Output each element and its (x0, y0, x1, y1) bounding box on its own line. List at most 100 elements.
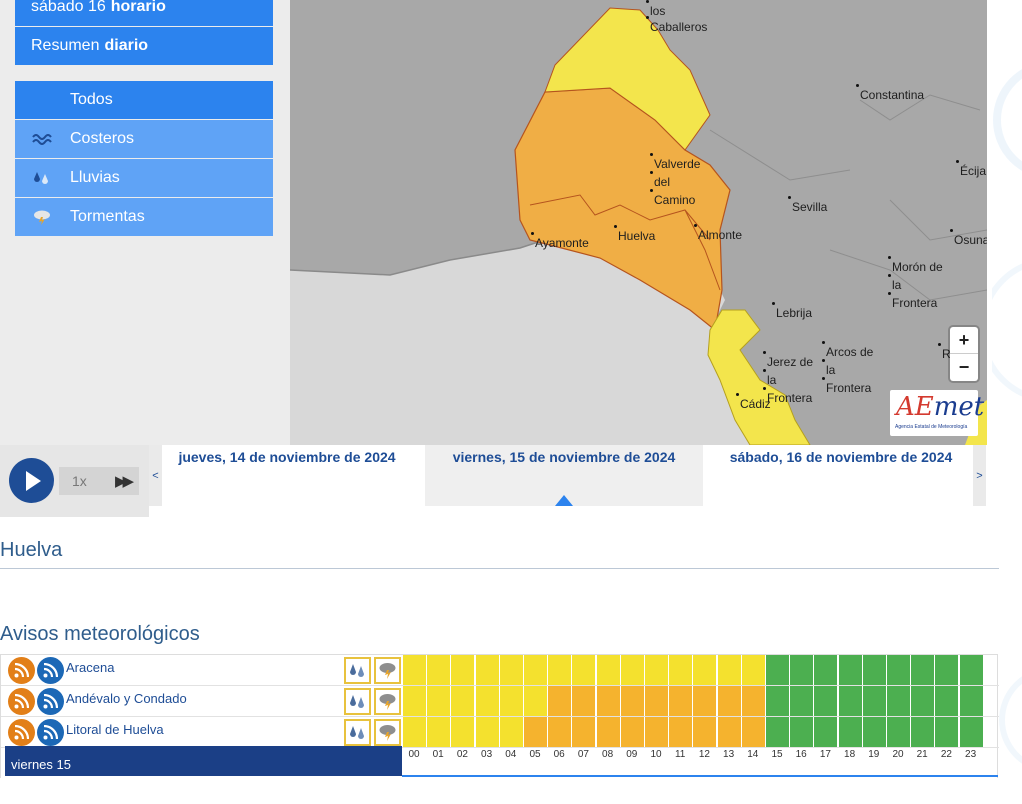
city-label: Caballeros (645, 16, 708, 34)
daily-summary-button[interactable]: Resumen diario (15, 27, 273, 65)
hour-level-cell (403, 717, 426, 747)
rss-feed-icon[interactable] (8, 719, 35, 746)
hour-level-cell (741, 717, 765, 747)
city-label: Lebrija (771, 302, 813, 320)
hour-label: 13 (723, 749, 735, 760)
hourly-view-button[interactable]: sábado 16 horario (15, 0, 273, 26)
hour-level-cell (814, 717, 838, 747)
warnings-map[interactable]: los Caballeros Constantina Écija Valverd… (290, 0, 987, 445)
hour-label: 21 (916, 749, 928, 760)
table-row: Andévalo y Condado (1, 686, 999, 717)
day-tab-thursday[interactable]: jueves, 14 de noviembre de 2024 (178, 449, 396, 465)
hour-label: 17 (819, 749, 831, 760)
warnings-table: Aracena Andévalo y Condado Litoral de Hu… (0, 654, 999, 778)
hour-level-cell (959, 686, 983, 716)
area-title: Huelva (0, 539, 63, 561)
rss-feed-icon[interactable] (8, 688, 35, 715)
hour-level-cell (693, 717, 717, 747)
hour-level-cell (741, 655, 765, 685)
city-label: Frontera (887, 292, 938, 310)
hour-label: 20 (892, 749, 904, 760)
filter-coastal-label: Costeros (70, 130, 135, 147)
hour-level-cell (475, 686, 499, 716)
hour-level-cell (935, 717, 959, 747)
rss-subscribe-icon[interactable] (37, 688, 64, 715)
hourly-levels (403, 655, 985, 686)
city-label: del (649, 171, 671, 189)
hour-level-cell (596, 686, 620, 716)
zone-link[interactable]: Aracena (66, 660, 115, 675)
timeline-prev-arrow[interactable]: < (149, 445, 162, 506)
storm-warning-icon (374, 719, 401, 746)
hour-label: 01 (432, 749, 444, 760)
zoom-in-button[interactable]: + (950, 327, 978, 354)
city-label: Jerez de (762, 351, 814, 369)
hour-level-cell (645, 717, 668, 747)
city-label: Camino (649, 189, 696, 207)
city-label: los (645, 0, 666, 18)
play-button[interactable] (9, 458, 54, 503)
hour-level-cell (427, 686, 451, 716)
filter-all-button[interactable]: Todos (15, 81, 273, 119)
hour-level-cell (766, 717, 789, 747)
rss-feed-icon[interactable] (8, 657, 35, 684)
city-label: R (938, 343, 951, 361)
city-label: la (821, 359, 836, 377)
hour-label: 08 (602, 749, 614, 760)
zone-link[interactable]: Litoral de Huelva (66, 722, 164, 737)
hour-level-cell (620, 717, 644, 747)
divider (0, 568, 999, 569)
hour-level-cell (766, 655, 789, 685)
hour-level-cell (935, 686, 959, 716)
city-label: Cádiz (736, 393, 771, 411)
hour-label: 15 (771, 749, 783, 760)
zoom-out-button[interactable]: − (958, 357, 970, 377)
hour-label: 03 (481, 749, 493, 760)
storm-warning-icon (374, 657, 401, 684)
city-label: la (762, 369, 777, 387)
rain-icon (34, 172, 48, 184)
filter-coastal-button[interactable]: Costeros (15, 120, 273, 158)
hour-level-cell (887, 686, 910, 716)
day-tab-saturday[interactable]: sábado, 16 de noviembre de 2024 (729, 449, 953, 465)
hour-level-cell (451, 655, 475, 685)
speed-selector[interactable]: 1x ▶▶ (59, 467, 139, 495)
zone-link[interactable]: Andévalo y Condado (66, 691, 187, 706)
rss-subscribe-icon[interactable] (37, 719, 64, 746)
hour-level-cell (717, 655, 741, 685)
hour-level-cell (499, 686, 523, 716)
hour-level-cell (669, 655, 693, 685)
hour-level-cell (620, 686, 644, 716)
storm-icon (34, 210, 50, 225)
hour-label: 06 (553, 749, 565, 760)
hour-level-cell (451, 686, 475, 716)
city-label: Écija (955, 160, 987, 178)
hour-level-cell (669, 717, 693, 747)
logo-text-met: met (933, 392, 985, 422)
hour-label: 05 (529, 749, 541, 760)
day-tab-friday[interactable]: viernes, 15 de noviembre de 2024 (425, 445, 703, 506)
hour-level-cell (572, 655, 596, 685)
rain-warning-icon (344, 657, 371, 684)
filter-storm-button[interactable]: Tormentas (15, 198, 273, 236)
hour-level-cell (766, 686, 789, 716)
hour-label: 12 (698, 749, 710, 760)
rss-subscribe-icon[interactable] (37, 657, 64, 684)
hour-level-cell (887, 655, 910, 685)
warnings-title: Avisos meteorológicos (0, 623, 200, 645)
hour-level-cell (790, 686, 814, 716)
hour-label: 04 (505, 749, 517, 760)
hourly-label: sábado 16 (31, 0, 106, 15)
logo-subtitle: Agencia Estatal de Meteorología (895, 424, 968, 430)
fast-forward-icon[interactable]: ▶▶ (115, 473, 134, 490)
hourly-levels (403, 686, 985, 717)
city-label: Frontera (821, 377, 872, 395)
timeline-next-arrow[interactable]: > (973, 445, 986, 506)
speed-value: 1x (72, 473, 87, 489)
filter-storm-label: Tormentas (70, 208, 145, 225)
hour-level-cell (862, 655, 886, 685)
city-label: Constantina (855, 84, 925, 102)
hour-level-cell (524, 686, 547, 716)
filter-rain-button[interactable]: Lluvias (15, 159, 273, 197)
background-decoration (992, 69, 1022, 764)
